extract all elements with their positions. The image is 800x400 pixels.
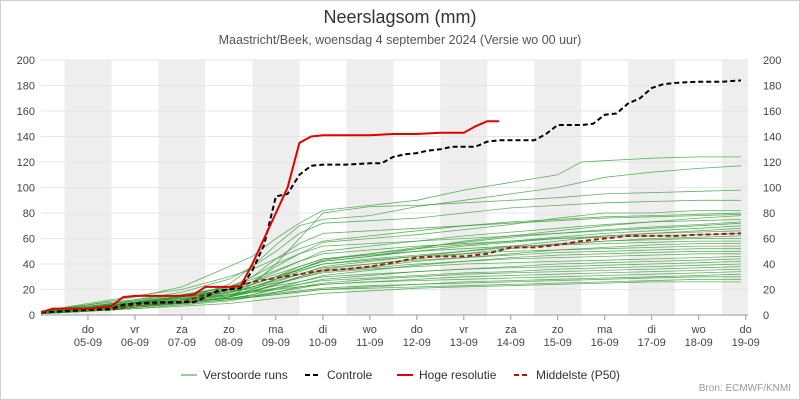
x-tick-label-date: 14-09 [497,337,525,349]
x-tick-label-day: wo [691,324,706,336]
x-tick-label-date: 07-09 [168,337,196,349]
x-tick-label-day: za [176,324,189,336]
ensemble-line [40,212,742,312]
legend-label[interactable]: Hoge resolutie [419,368,497,382]
y-tick-label-left: 140 [17,132,35,144]
y-tick-label-right: 60 [763,234,775,246]
x-tick-label-date: 12-09 [403,337,431,349]
y-tick-label-left: 80 [23,208,35,220]
x-tick-label-day: ma [268,324,284,336]
x-tick-label-date: 15-09 [544,337,572,349]
ensemble-line [40,221,742,313]
x-tick-label-date: 08-09 [215,337,243,349]
y-tick-label-left: 200 [17,55,35,67]
legend-label[interactable]: Verstoorde runs [203,368,288,382]
x-tick-label-day: za [505,324,518,336]
legend-label[interactable]: Middelste (P50) [536,368,620,382]
x-tick-label-day: wo [362,324,377,336]
credits-text: Bron: ECMWF/KNMI [698,383,791,394]
y-tick-label-left: 0 [29,310,35,322]
series-line-middelste-p50 [40,232,742,314]
series-line-controle [40,79,742,314]
x-tick-label-date: 06-09 [121,337,149,349]
ensemble-line [40,271,742,312]
chart-subtitle: Maastricht/Beek, woensdag 4 september 20… [218,33,582,47]
x-tick-label-date: 13-09 [450,337,478,349]
x-tick-label-date: 09-09 [262,337,290,349]
y-tick-label-right: 180 [763,81,781,93]
y-tick-label-left: 160 [17,106,35,118]
x-tick-label-day: ma [597,324,613,336]
ensemble-line [40,213,742,312]
x-tick-label-date: 16-09 [591,337,619,349]
ensemble-line [40,278,741,313]
x-tick-label-day: di [647,324,656,336]
ensemble-line [40,266,742,315]
x-tick-label-day: do [411,324,423,336]
x-tick-label-day: vr [130,324,140,336]
chart-title: Neerslagsom (mm) [323,7,477,27]
y-tick-label-left: 120 [17,157,35,169]
ensemble-line [40,273,742,315]
x-tick-label-day: do [82,324,94,336]
x-tick-label-date: 17-09 [638,337,666,349]
x-tick-label-date: 19-09 [732,337,760,349]
x-tick-label-date: 10-09 [309,337,337,349]
series-line-hoge-resolutie [40,120,499,314]
y-tick-label-left: 20 [23,285,35,297]
x-tick-label-date: 11-09 [356,337,383,349]
y-tick-label-left: 180 [17,81,35,93]
ensemble-line [40,263,742,313]
y-tick-label-right: 200 [763,55,781,67]
x-tick-label-day: do [740,324,752,336]
ensemble-lines [40,156,742,315]
main-series-lines [40,79,742,314]
y-tick-label-right: 100 [763,183,781,195]
x-tick-label-day: vr [459,324,469,336]
ensemble-line [40,156,741,312]
y-tick-label-left: 40 [23,259,35,271]
axes: 0 0 20 20 40 40 60 60 80 80 100 100 120 120 140 140 160 1… [17,55,782,349]
x-tick-label-day: zo [552,324,564,336]
y-tick-label-right: 80 [763,208,775,220]
y-tick-label-right: 0 [763,310,769,322]
legend-label[interactable]: Controle [327,368,373,382]
legend: Verstoorde runs Controle Hoge resolutie Mid… [181,368,620,382]
ensemble-line [40,199,741,313]
y-tick-label-left: 60 [23,234,35,246]
x-tick-label-date: 05-09 [74,337,102,349]
ensemble-line [40,281,741,315]
x-tick-label-day: di [319,324,328,336]
y-tick-label-right: 40 [763,259,775,271]
y-tick-label-right: 120 [763,157,781,169]
y-tick-label-left: 100 [17,183,35,195]
y-tick-label-right: 140 [763,132,781,144]
y-tick-label-right: 160 [763,106,781,118]
x-tick-label-date: 18-09 [685,337,713,349]
y-tick-label-right: 20 [763,285,775,297]
x-tick-label-day: zo [223,324,235,336]
